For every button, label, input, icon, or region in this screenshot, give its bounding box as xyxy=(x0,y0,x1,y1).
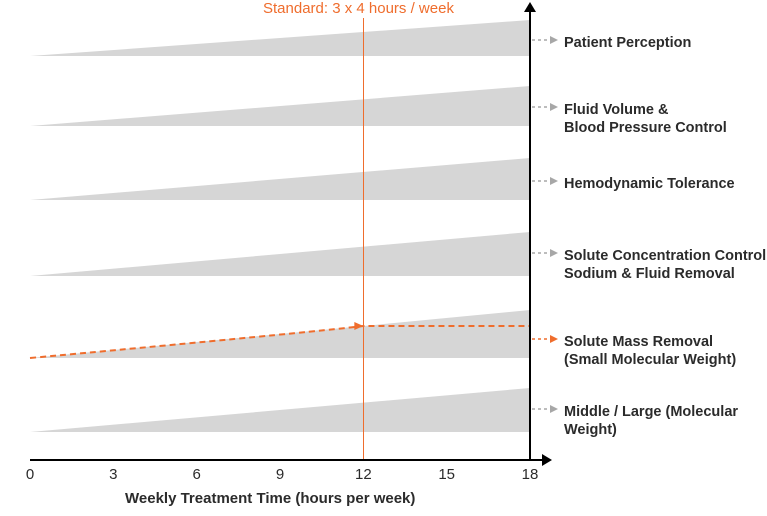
y-axis xyxy=(529,12,532,460)
treatment-time-chart: 0 3 6 9 12 15 18 Weekly Treatment Time (hours p… xyxy=(0,0,767,516)
row-label-0: Patient Perception xyxy=(564,34,691,52)
row-label-4: Solute Mass Removal (Small Molecular Wei… xyxy=(564,333,736,369)
row-arrow-3 xyxy=(532,247,560,259)
x-axis-title: Weekly Treatment Time (hours per week) xyxy=(125,490,415,507)
y-axis-arrowhead xyxy=(524,2,536,12)
x-tick-15: 15 xyxy=(432,466,462,483)
wedge-row-3 xyxy=(30,232,530,276)
row-label-2: Hemodynamic Tolerance xyxy=(564,175,735,193)
standard-title: Standard: 3 x 4 hours / week xyxy=(263,0,454,17)
wedge-row-2 xyxy=(30,158,530,200)
wedge-row-1 xyxy=(30,86,530,126)
x-axis-arrowhead xyxy=(542,454,552,466)
wedge-row-4 xyxy=(30,310,530,358)
row-label-5: Middle / Large (Molecular Weight) xyxy=(564,403,738,439)
x-axis xyxy=(30,459,544,462)
row-arrow-0 xyxy=(532,34,560,46)
row-arrow-2 xyxy=(532,175,560,187)
row-arrow-5 xyxy=(532,403,560,415)
row-label-1: Fluid Volume & Blood Pressure Control xyxy=(564,101,727,137)
row-arrow-orange-4 xyxy=(532,333,560,345)
x-tick-6: 6 xyxy=(182,466,212,483)
x-tick-18: 18 xyxy=(515,466,545,483)
wedge-row-0 xyxy=(30,20,530,56)
x-tick-0: 0 xyxy=(15,466,45,483)
x-tick-3: 3 xyxy=(98,466,128,483)
x-tick-12: 12 xyxy=(348,466,378,483)
x-tick-9: 9 xyxy=(265,466,295,483)
wedge-row-5 xyxy=(30,388,530,432)
row-arrow-1 xyxy=(532,101,560,113)
standard-vline xyxy=(363,18,365,460)
row-label-3: Solute Concentration Control Sodium & Fl… xyxy=(564,247,766,283)
